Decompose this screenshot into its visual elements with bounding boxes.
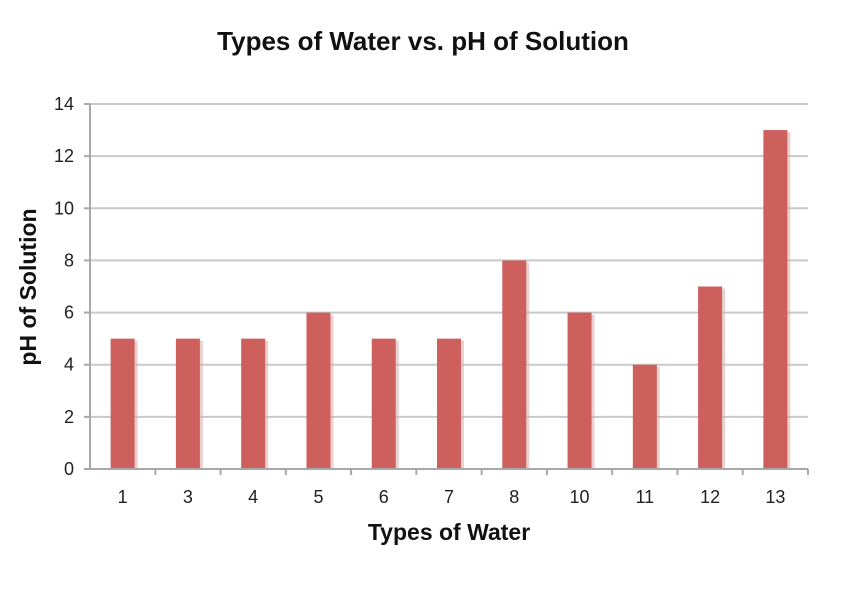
x-tick-label: 12 [700, 487, 720, 507]
y-tick-label: 4 [64, 355, 74, 375]
bar [306, 312, 331, 469]
x-tick-label: 4 [248, 487, 258, 507]
bar [371, 338, 396, 469]
bar [632, 364, 657, 469]
gridlines [90, 103, 808, 418]
bar [698, 286, 723, 469]
chart-title: Types of Water vs. pH of Solution [217, 26, 629, 56]
y-tick-label: 2 [64, 407, 74, 427]
x-axis-title: Types of Water [368, 519, 530, 545]
x-tick-label: 7 [444, 487, 454, 507]
bar [502, 260, 527, 469]
bar [175, 338, 200, 469]
bar [763, 130, 788, 470]
y-axis-title: pH of Solution [15, 208, 41, 365]
x-tick-label: 10 [570, 487, 590, 507]
y-tick-label: 6 [64, 303, 74, 323]
y-tick-labels: 0 2 4 6 8 10 12 14 [54, 94, 90, 479]
bars [110, 130, 791, 470]
x-tick-labels: 1 3 4 5 6 7 8 10 11 12 13 [118, 469, 809, 507]
x-tick-label: 5 [313, 487, 323, 507]
y-tick-label: 8 [64, 250, 74, 270]
y-tick-label: 14 [54, 94, 74, 114]
bar [241, 338, 266, 469]
x-tick-label: 11 [635, 487, 654, 507]
y-tick-label: 12 [54, 146, 74, 166]
x-tick-label: 1 [118, 487, 128, 507]
y-tick-label: 10 [54, 198, 74, 218]
bar [110, 338, 135, 469]
bar [567, 312, 592, 469]
axes [89, 104, 808, 470]
x-tick-label: 3 [183, 487, 193, 507]
x-tick-label: 6 [379, 487, 389, 507]
bar [437, 338, 461, 469]
y-tick-label: 0 [64, 459, 74, 479]
x-tick-label: 8 [509, 487, 519, 507]
x-tick-label: 13 [765, 487, 785, 507]
